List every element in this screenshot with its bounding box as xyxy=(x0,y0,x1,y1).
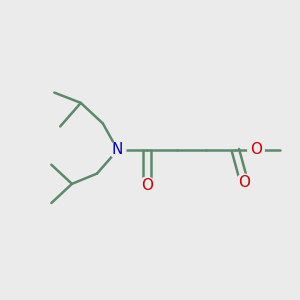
Circle shape xyxy=(139,177,155,194)
Circle shape xyxy=(248,142,264,158)
Text: O: O xyxy=(141,178,153,193)
Text: O: O xyxy=(238,175,250,190)
Circle shape xyxy=(236,174,253,190)
Circle shape xyxy=(110,142,126,158)
Text: O: O xyxy=(250,142,262,158)
Text: N: N xyxy=(112,142,123,158)
